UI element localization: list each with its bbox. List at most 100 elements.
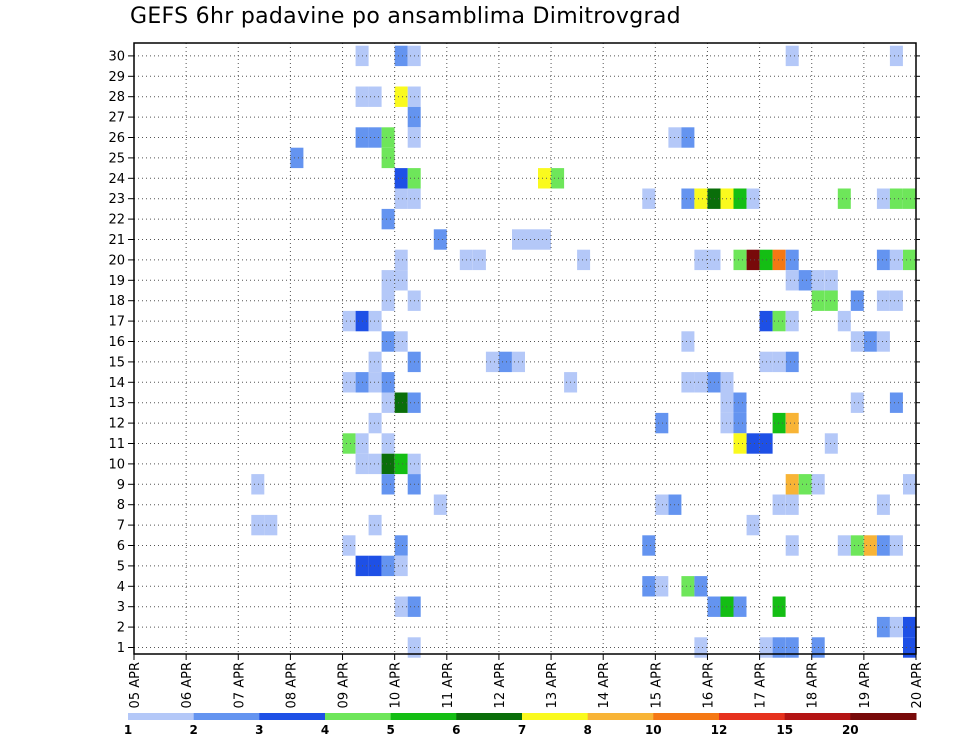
y-tick-label: 21: [108, 233, 125, 248]
legend-label: 1: [124, 723, 132, 737]
legend-label: 10: [645, 723, 662, 737]
x-tick-label: 09 APR: [337, 662, 352, 708]
heatmap-cell: [368, 514, 382, 536]
heatmap-cell: [772, 351, 786, 373]
heatmap-cell: [903, 188, 916, 209]
heatmap-cell: [681, 372, 695, 393]
heatmap-cell: [850, 331, 864, 352]
x-tick-label: 12 APR: [493, 662, 508, 708]
heatmap-cell: [876, 188, 890, 209]
heatmap-cell: [889, 188, 903, 209]
legend-label: 20: [842, 723, 859, 737]
y-tick-label: 25: [108, 151, 125, 166]
plot-frame: [133, 42, 917, 655]
heatmap-cell: [876, 535, 890, 556]
heatmap-cell: [837, 188, 851, 209]
legend-label: 4: [321, 723, 329, 737]
heatmap-cell: [381, 270, 395, 291]
heatmap-cell: [850, 535, 864, 556]
x-tick-label: 13 APR: [545, 662, 560, 708]
heatmap-cell: [746, 514, 760, 536]
heatmap-cell: [785, 351, 799, 373]
x-tick-label: 15 APR: [649, 662, 664, 708]
y-tick-label: 6: [117, 539, 125, 554]
legend-swatch: [325, 713, 392, 720]
y-tick-label: 22: [108, 213, 125, 228]
y-tick-label: 15: [108, 355, 125, 370]
heatmap-cell: [394, 249, 408, 271]
y-tick-label: 10: [108, 457, 125, 472]
x-tick-label: 07 APR: [232, 662, 247, 708]
heatmap-cell: [681, 576, 695, 597]
heatmap-cell: [889, 616, 903, 638]
heatmap-cell: [785, 412, 799, 434]
y-tick-label: 20: [108, 253, 125, 268]
heatmap-cell: [824, 270, 838, 291]
y-tick-label: 19: [108, 274, 125, 289]
x-tick-label: 10 APR: [389, 662, 404, 708]
heatmap-cell: [655, 576, 669, 597]
heatmap-cell: [903, 616, 916, 638]
legend-label: 8: [584, 723, 592, 737]
y-tick-label: 27: [108, 111, 125, 126]
x-tick-label: 06 APR: [180, 662, 195, 708]
heatmap-cell: [368, 412, 382, 434]
heatmap-cell: [368, 310, 382, 332]
heatmap-cell: [394, 188, 408, 209]
heatmap-cell: [785, 45, 799, 67]
heatmap-cell: [381, 208, 395, 230]
heatmap-cell: [472, 249, 486, 271]
heatmap-cell: [381, 127, 395, 148]
heatmap-cell: [381, 372, 395, 393]
heatmap-cell: [733, 433, 747, 454]
heatmap-cell: [876, 290, 890, 311]
heatmap-cell: [368, 555, 382, 577]
heatmap-cell: [394, 535, 408, 556]
heatmap-cell: [394, 555, 408, 577]
heatmap-cell: [394, 45, 408, 67]
heatmap-cell: [381, 392, 395, 413]
y-tick-label: 7: [117, 519, 125, 534]
heatmap-cell: [876, 249, 890, 271]
heatmap-cell: [785, 637, 799, 658]
heatmap-cell: [694, 637, 708, 658]
legend-label: 5: [387, 723, 395, 737]
heatmap-cell: [433, 229, 447, 250]
legend-swatch: [653, 713, 720, 720]
heatmap-cell: [681, 188, 695, 209]
heatmap-cell: [551, 168, 565, 189]
y-tick-label: 26: [108, 131, 125, 146]
x-tick-label: 11 APR: [441, 662, 456, 708]
heatmap-cell: [785, 249, 799, 271]
y-tick-label: 8: [117, 498, 125, 513]
heatmap-cell: [381, 474, 395, 495]
legend-swatch: [456, 713, 523, 720]
heatmap-cell: [837, 310, 851, 332]
heatmap-cell: [368, 127, 382, 148]
legend-label: 7: [518, 723, 526, 737]
heatmap-cell: [824, 290, 838, 311]
heatmap-cell: [577, 249, 591, 271]
y-tick-label: 14: [108, 376, 125, 391]
heatmap-cell: [381, 433, 395, 454]
heatmap-cell: [694, 188, 708, 209]
x-tick-label: 17 APR: [754, 662, 769, 708]
heatmap-cell: [342, 372, 356, 393]
x-tick-label: 20 APR: [910, 662, 925, 708]
chart-title: GEFS 6hr padavine po ansamblima Dimitrov…: [130, 4, 681, 29]
x-tick-label: 05 APR: [128, 662, 143, 708]
legend-swatch: [850, 713, 917, 720]
heatmap-cell: [733, 249, 747, 271]
legend-swatch: [587, 713, 654, 720]
y-tick-label: 29: [108, 70, 125, 85]
legend-label: 2: [190, 723, 198, 737]
legend-swatch: [719, 713, 786, 720]
heatmap-cell: [342, 310, 356, 332]
heatmap-cell: [772, 637, 786, 658]
heatmap-cell: [498, 351, 512, 373]
heatmap-cell: [381, 331, 395, 352]
legend-label: 12: [711, 723, 728, 737]
heatmap-cell: [525, 229, 538, 250]
heatmap-cell: [694, 249, 708, 271]
